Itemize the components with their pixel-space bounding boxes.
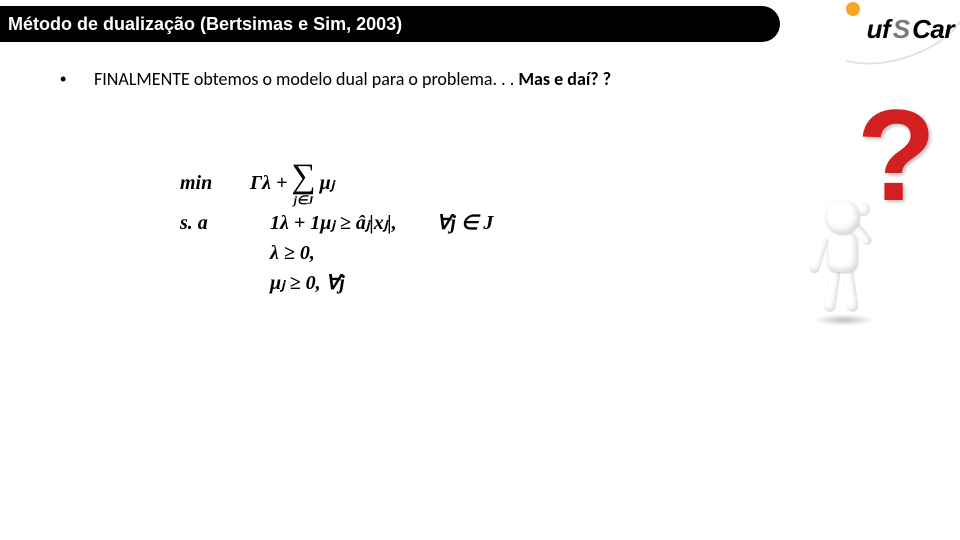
logo-s: S: [890, 14, 912, 45]
math-formulation: min Γλ + ∑ j∈J μⱼ s. a 1λ + 1μⱼ ≥ âⱼ|xⱼ|…: [180, 160, 493, 300]
logo-car: Car: [912, 14, 954, 44]
sum-subscript: j∈J: [294, 194, 314, 206]
summation-icon: ∑ j∈J: [291, 160, 315, 206]
bullet-text-emph: Mas e daí? ?: [518, 68, 611, 90]
slide-header: Método de dualização (Bertsimas e Sim, 2…: [0, 0, 960, 48]
math-st-label: s. a: [180, 210, 250, 236]
bullet-marker: •: [60, 69, 78, 90]
math-constraint-2: λ ≥ 0,: [180, 240, 493, 266]
stickman-body: [828, 230, 858, 272]
math-constraint-1: s. a 1λ + 1μⱼ ≥ âⱼ|xⱼ|, ∀j ∈ J: [180, 210, 493, 236]
slide-content: • FINALMENTE obtemos o modelo dual para …: [60, 68, 920, 90]
math-min-label: min: [180, 170, 250, 196]
logo-dot-icon: [846, 2, 860, 16]
stickman-head: [826, 200, 860, 234]
question-figure: ?: [796, 100, 936, 320]
constraint1-body: 1λ + 1μⱼ ≥ âⱼ|xⱼ|,: [270, 210, 397, 236]
constraint2-body: λ ≥ 0,: [270, 240, 315, 266]
logo-text: ufSCar: [867, 14, 954, 45]
constraint3-body: μⱼ ≥ 0, ∀j: [270, 270, 345, 296]
math-obj-post: μⱼ: [320, 170, 335, 196]
math-objective: min Γλ + ∑ j∈J μⱼ: [180, 160, 493, 206]
stickman-shadow: [814, 314, 874, 326]
logo-uf: uf: [867, 14, 891, 44]
stickman-leg-left: [823, 267, 841, 312]
ufscar-logo: ufSCar: [820, 0, 960, 60]
sigma-symbol: ∑: [291, 160, 315, 194]
constraint1-forall: ∀j ∈ J: [437, 210, 494, 236]
math-constraint-3: μⱼ ≥ 0, ∀j: [180, 270, 493, 296]
bullet-text: FINALMENTE obtemos o modelo dual para o …: [94, 68, 611, 90]
stickman-leg-right: [841, 267, 859, 312]
stickman-icon: [804, 200, 884, 320]
slide-title: Método de dualização (Bertsimas e Sim, 2…: [8, 14, 402, 35]
stickman-arm-left: [808, 235, 829, 274]
bullet-item: • FINALMENTE obtemos o modelo dual para …: [60, 68, 920, 90]
title-bar: Método de dualização (Bertsimas e Sim, 2…: [0, 6, 780, 42]
math-obj-pre: Γλ +: [250, 170, 287, 196]
bullet-text-plain: FINALMENTE obtemos o modelo dual para o …: [94, 68, 518, 90]
